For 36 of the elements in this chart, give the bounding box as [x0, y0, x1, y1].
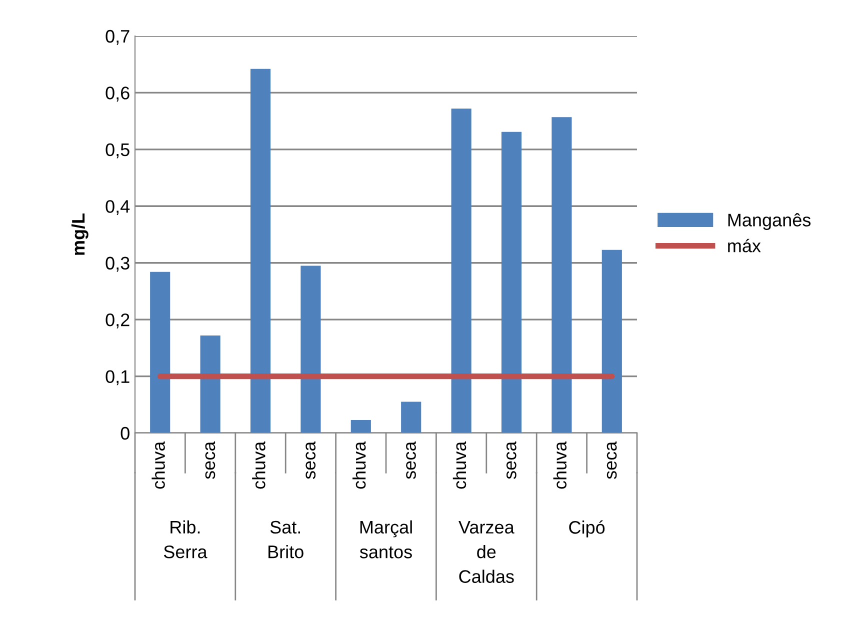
x-tick-label: chuva	[553, 441, 567, 489]
x-tick-label: seca	[205, 441, 216, 479]
bar	[250, 68, 271, 433]
bar	[602, 250, 622, 433]
bar	[501, 132, 522, 433]
bar	[150, 272, 170, 433]
y-tick-label: 0,7	[106, 30, 130, 45]
bar	[401, 402, 422, 433]
x-tick-label: chuva	[252, 441, 266, 489]
x-tick-label: chuva	[452, 441, 466, 489]
bar	[300, 266, 321, 433]
y-tick-label: 0,1	[106, 370, 130, 386]
y-tick-label: 0	[120, 426, 130, 440]
text: Sat. Brito	[268, 520, 304, 558]
bar	[552, 117, 572, 433]
y-tick-label: 0,4	[106, 200, 130, 215]
y-tick-label: 0,6	[106, 86, 130, 102]
x-tick-label: seca	[606, 441, 617, 479]
legend-label: Manganês	[728, 213, 811, 230]
y-tick-label: 0,5	[106, 143, 130, 158]
text: Rib. Serra	[164, 520, 208, 558]
x-tick-label: seca	[506, 441, 516, 479]
y-tick-label: 0,2	[106, 314, 130, 328]
x-tick-label: chuva	[152, 441, 165, 489]
bar	[350, 420, 371, 433]
bar	[200, 335, 220, 433]
bar	[451, 108, 472, 433]
x-tick-label: chuva	[352, 441, 366, 489]
text: Varzea de Caldas	[458, 521, 514, 583]
legend-label: máx	[728, 238, 761, 252]
x-tick-label: seca	[406, 441, 416, 479]
y-tick-label: 0,3	[106, 256, 130, 272]
text: Marçal santos	[360, 520, 412, 558]
x-tick-label: seca	[306, 441, 316, 479]
text: Cipó	[569, 520, 605, 538]
y-axis-title: mg/L	[71, 213, 88, 255]
